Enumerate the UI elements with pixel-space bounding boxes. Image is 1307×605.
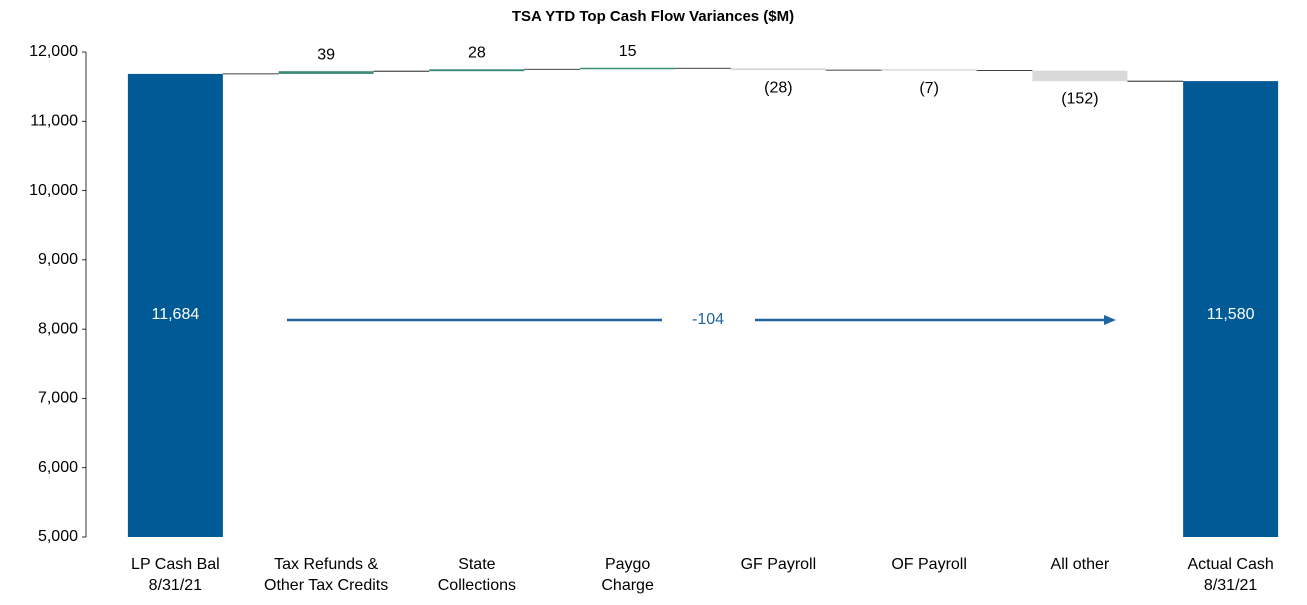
bar: [730, 68, 826, 71]
y-tick-label: 12,000: [29, 43, 78, 60]
x-tick-line: Paygo: [605, 556, 650, 573]
y-tick-label: 7,000: [38, 390, 78, 407]
x-tick-label: GF Payroll: [741, 556, 817, 573]
x-tick-label: Paygo Charge: [601, 556, 654, 594]
y-tick-label: 5,000: [38, 528, 78, 545]
bar: [278, 71, 374, 74]
x-tick-label: All other: [1051, 556, 1110, 573]
y-tick-label: 9,000: [38, 251, 78, 268]
arrow-head: [1104, 315, 1116, 325]
bar: [429, 69, 525, 72]
x-tick-label: Tax Refunds & Other Tax Credits: [264, 556, 388, 594]
value-label: (28): [764, 79, 792, 96]
chart-title: TSA YTD Top Cash Flow Variances ($M): [512, 8, 794, 25]
x-tick-label: Actual Cash 8/31/21: [1187, 556, 1273, 594]
value-label: (152): [1061, 90, 1098, 107]
y-tick-label: 10,000: [29, 182, 78, 199]
y-tick-label: 11,000: [30, 113, 78, 130]
x-tick-line: OF Payroll: [891, 556, 967, 573]
x-tick-line: Collections: [438, 577, 516, 594]
bar: [127, 73, 223, 537]
annotation: -104: [692, 311, 724, 328]
y-tick-label: 8,000: [38, 320, 78, 337]
value-label: 11,684: [152, 306, 200, 323]
x-tick-line: Tax Refunds &: [274, 556, 378, 573]
bar: [881, 69, 977, 71]
x-tick-line: LP Cash Bal: [131, 556, 220, 573]
bar: [1032, 70, 1128, 82]
x-tick-line: GF Payroll: [741, 556, 817, 573]
value-label: (7): [919, 80, 939, 97]
x-tick-label: OF Payroll: [891, 556, 967, 573]
x-tick-line: 8/31/21: [1204, 577, 1257, 594]
value-label: 15: [619, 43, 637, 60]
x-tick-label: State Collections: [438, 556, 516, 594]
x-tick-line: State: [458, 556, 495, 573]
x-tick-line: Other Tax Credits: [264, 577, 388, 594]
x-tick-label: LP Cash Bal 8/31/21: [131, 556, 220, 594]
value-label: 11,580: [1207, 306, 1255, 323]
bar: [1183, 81, 1279, 537]
bar: [580, 67, 676, 70]
x-tick-line: All other: [1051, 556, 1110, 573]
x-tick-line: 8/31/21: [149, 577, 202, 594]
value-label: 39: [317, 46, 335, 63]
value-label: 28: [468, 44, 486, 61]
y-tick-label: 6,000: [38, 459, 78, 476]
x-tick-line: Actual Cash: [1187, 556, 1273, 573]
x-tick-line: Charge: [601, 577, 654, 594]
